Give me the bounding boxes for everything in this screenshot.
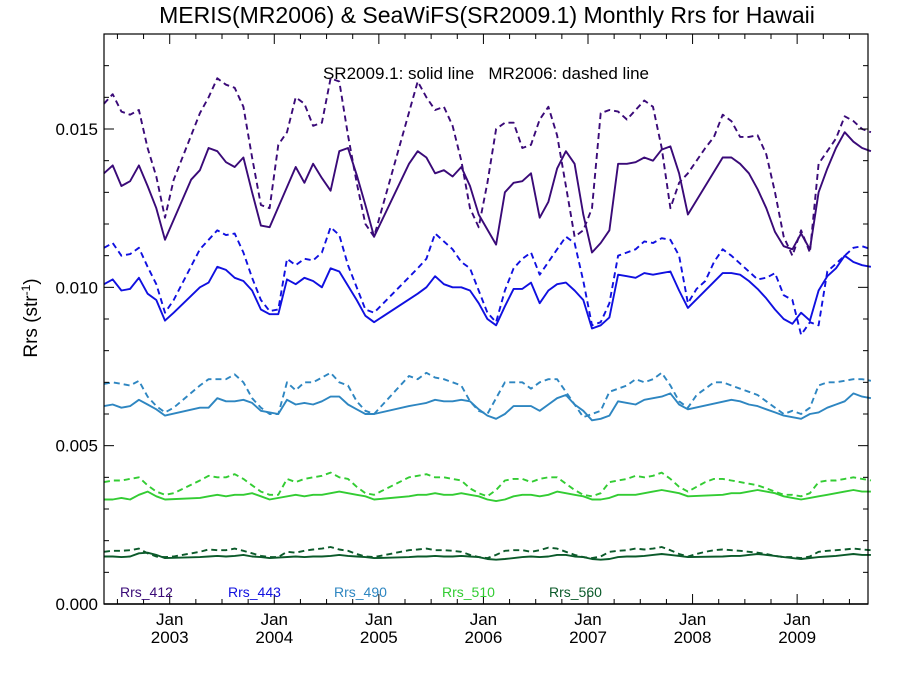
x-tick-label-year: 2003 [151, 628, 189, 647]
x-tick-label-year: 2009 [778, 628, 816, 647]
series-line-rrs-443-solid [103, 254, 872, 330]
legend-item-rrs-412: Rrs_412 [120, 584, 173, 600]
y-axis-label: Rrs (str-1) [19, 278, 42, 357]
y-tick-label: 0.000 [55, 595, 98, 614]
legend-item-rrs-443: Rrs_443 [228, 584, 281, 600]
x-tick-label-month: Jan [365, 610, 392, 629]
series-layer [103, 77, 872, 561]
series-line-rrs-412-solid [103, 131, 872, 254]
y-tick-label: 0.015 [55, 120, 98, 139]
x-tick-label-month: Jan [156, 610, 183, 629]
series-line-rrs-443-dashed [103, 226, 872, 336]
x-tick-label-month: Jan [574, 610, 601, 629]
series-line-rrs-412-dashed [103, 77, 872, 257]
x-tick-label-year: 2008 [674, 628, 712, 647]
chart-title: MERIS(MR2006) & SeaWiFS(SR2009.1) Monthl… [159, 2, 815, 28]
x-tick-label-month: Jan [679, 610, 706, 629]
legend-item-rrs-560: Rrs_560 [549, 584, 602, 600]
legend: Rrs_412 Rrs_443 Rrs_490 Rrs_510 Rrs_560 [120, 584, 602, 600]
x-tick-label-year: 2006 [465, 628, 503, 647]
x-tick-label-year: 2004 [255, 628, 293, 647]
series-line-rrs-510-dashed [103, 471, 872, 498]
series-line-rrs-510-solid [104, 489, 871, 503]
y-tick-label: 0.010 [55, 278, 98, 297]
legend-item-rrs-490: Rrs_490 [334, 584, 387, 600]
series-line-rrs-490-dashed [103, 371, 872, 419]
series-line-rrs-560-dashed [103, 546, 871, 560]
line-style-annotation: SR2009.1: solid line MR2006: dashed line [323, 64, 649, 83]
legend-item-rrs-510: Rrs_510 [442, 584, 495, 600]
series-line-rrs-560-solid [104, 551, 871, 561]
x-tick-label-month: Jan [470, 610, 497, 629]
plot-frame [103, 33, 869, 605]
x-tick-label-year: 2005 [360, 628, 398, 647]
series-line-rrs-490-solid [103, 392, 872, 422]
y-tick-label: 0.005 [55, 437, 98, 456]
x-tick-label-month: Jan [783, 610, 810, 629]
x-tick-label-year: 2007 [569, 628, 607, 647]
x-tick-label-month: Jan [261, 610, 288, 629]
